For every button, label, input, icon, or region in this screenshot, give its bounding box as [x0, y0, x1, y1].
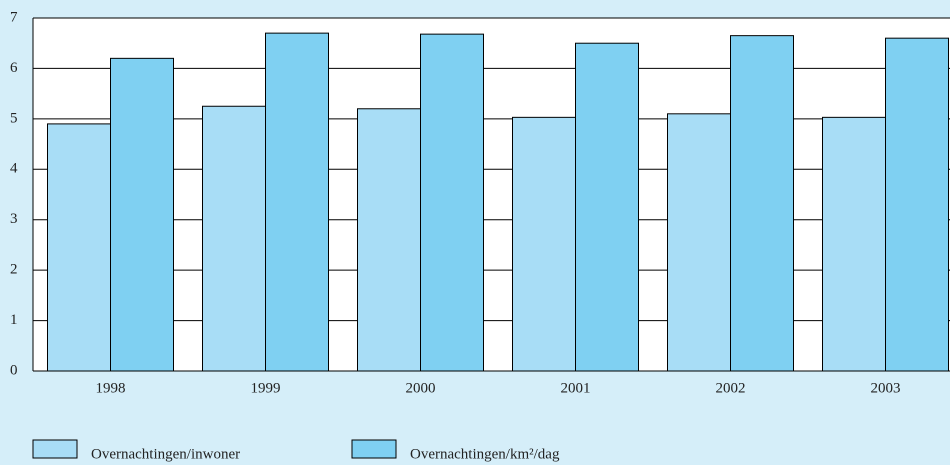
bar	[265, 32, 329, 372]
y-tick-label: 1	[10, 312, 18, 328]
legend-label: Overnachtingen/km²/dag	[410, 446, 560, 462]
y-tick-label: 4	[10, 161, 18, 177]
bar	[202, 105, 266, 372]
x-tick-label: 2003	[871, 380, 901, 396]
y-tick-label: 3	[10, 211, 18, 227]
bar	[575, 42, 639, 372]
x-tick-label: 2001	[561, 380, 591, 396]
y-tick-label: 2	[10, 262, 18, 278]
y-tick-label: 0	[10, 362, 18, 378]
bar	[357, 108, 421, 372]
bar	[730, 35, 794, 372]
plot-area	[33, 18, 950, 371]
x-tick-label: 1999	[251, 380, 281, 396]
bar	[885, 37, 949, 372]
bar	[420, 33, 484, 372]
bar	[110, 57, 174, 372]
bar	[822, 116, 886, 372]
bar	[667, 113, 731, 372]
legend-label: Overnachtingen/inwoner	[91, 446, 240, 462]
bar	[512, 116, 576, 372]
x-tick-label: 2000	[406, 380, 436, 396]
x-tick-label: 2002	[716, 380, 746, 396]
y-tick-label: 6	[10, 60, 18, 76]
legend-swatch	[32, 439, 78, 459]
y-tick-label: 5	[10, 110, 18, 126]
y-tick-label: 7	[10, 9, 18, 25]
bar	[47, 123, 111, 372]
x-tick-label: 1998	[96, 380, 126, 396]
legend-swatch	[351, 439, 397, 459]
